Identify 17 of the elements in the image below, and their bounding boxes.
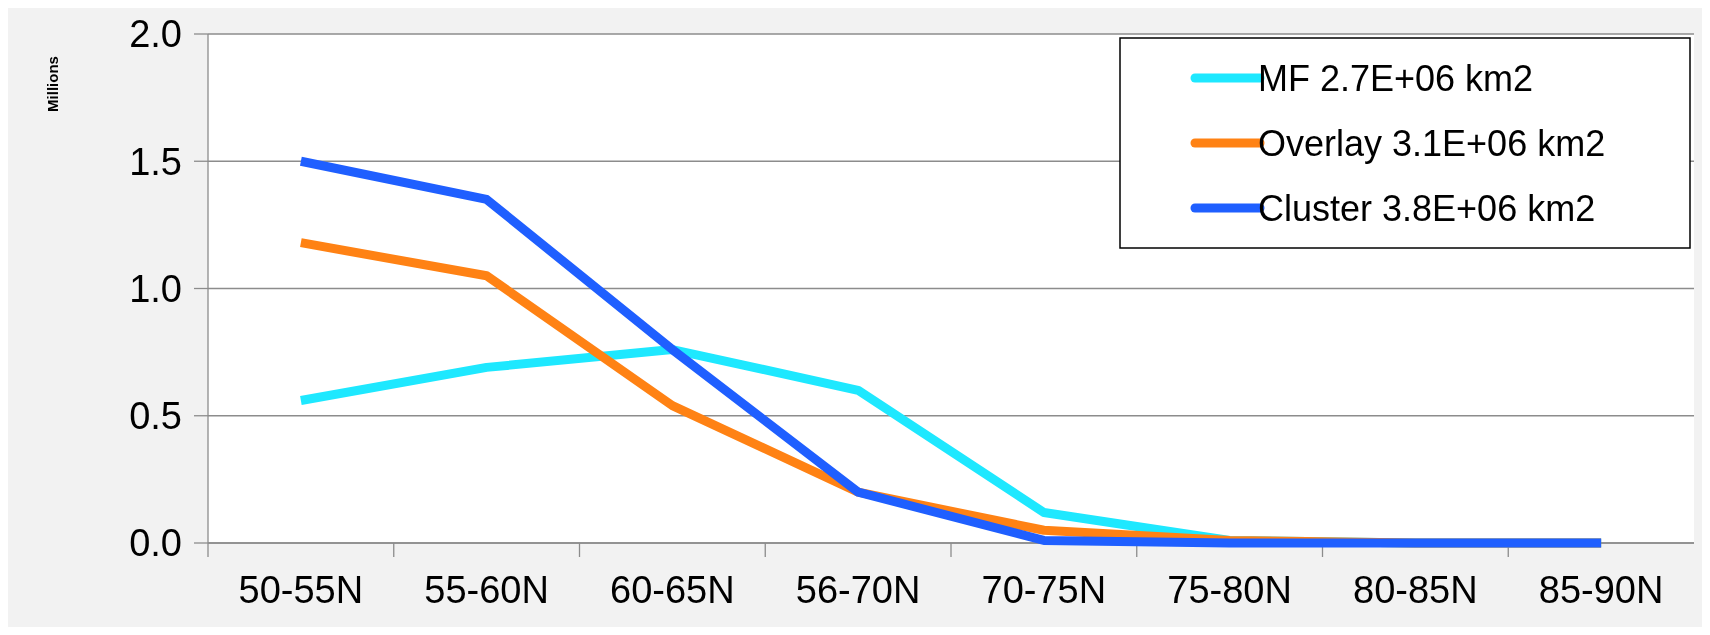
y-axis-title: Millions [44,56,61,112]
x-tick-label: 75-80N [1167,569,1292,611]
x-tick-label: 55-60N [424,569,549,611]
x-tick-label: 85-90N [1538,569,1664,611]
y-tick-label: 0.0 [129,522,182,565]
x-tick-label: 60-65N [610,569,735,611]
x-tick-label: 80-85N [1353,569,1478,611]
x-tick-label: 70-75N [981,569,1107,611]
legend-label: Overlay 3.1E+06 km2 [1258,122,1606,164]
legend-label: MF 2.7E+06 km2 [1258,57,1534,99]
y-tick-label: 1.5 [129,140,182,183]
x-tick-label: 56-70N [795,569,921,611]
x-tick-label: 50-55N [238,569,364,611]
y-tick-label: 2.0 [129,13,182,56]
y-tick-label: 1.0 [129,267,182,310]
legend-label: Cluster 3.8E+06 km2 [1258,187,1596,229]
y-tick-label: 0.5 [129,395,182,438]
